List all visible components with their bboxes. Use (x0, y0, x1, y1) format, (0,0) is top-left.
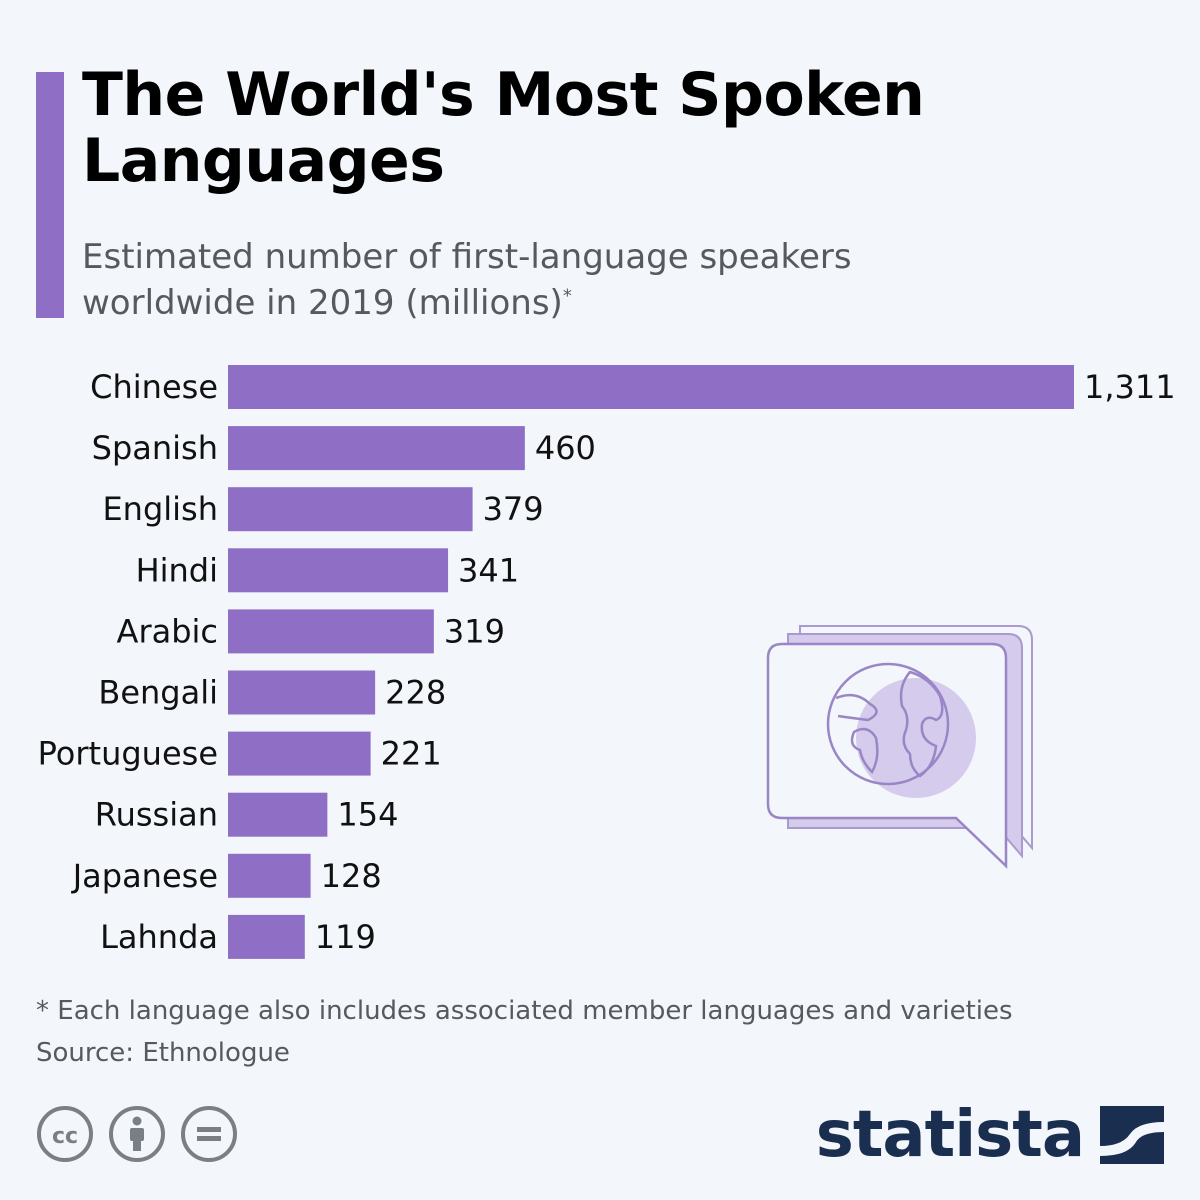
value-label: 319 (444, 612, 505, 650)
value-label: 460 (535, 429, 596, 467)
value-label: 154 (337, 796, 398, 834)
value-label: 1,311 (1084, 368, 1176, 406)
category-label: Lahnda (100, 918, 218, 956)
category-label: Spanish (92, 429, 218, 467)
footnote: * Each language also includes associated… (36, 990, 1013, 1074)
footnote-note: * Each language also includes associated… (36, 996, 1013, 1026)
bar (228, 731, 371, 776)
bar (228, 914, 305, 959)
subtitle-asterisk: * (562, 285, 572, 307)
statista-logo-icon (1100, 1106, 1164, 1164)
value-label: 221 (381, 735, 442, 773)
footnote-source: Source: Ethnologue (36, 1038, 290, 1068)
value-label: 341 (458, 551, 519, 589)
value-label: 228 (385, 674, 446, 712)
bar (228, 487, 473, 532)
bar (228, 548, 449, 593)
license-icons: cc (36, 1105, 238, 1163)
category-label: Russian (95, 796, 218, 834)
brand-name: statista (815, 1098, 1085, 1172)
no-derivatives-icon[interactable] (180, 1105, 238, 1163)
bar-chart: Chinese 1,311 Spanish 460 English 379 Hindi 341… (38, 365, 1176, 959)
bar (228, 426, 525, 471)
speech-bubble-globe-icon (766, 625, 1033, 869)
svg-text:cc: cc (52, 1124, 78, 1149)
attribution-icon[interactable] (108, 1105, 166, 1163)
bar (228, 853, 311, 898)
title-accent-bar (36, 72, 64, 318)
bar (228, 365, 1074, 409)
category-label: Chinese (90, 368, 218, 406)
chart-subtitle: Estimated number of first-language speak… (82, 234, 962, 326)
chart-title: The World's Most Spoken Languages (82, 60, 925, 196)
category-label: Portuguese (38, 735, 218, 773)
statista-logo[interactable]: statista (816, 1098, 1164, 1172)
cc-icon[interactable]: cc (36, 1105, 94, 1163)
bar (228, 670, 376, 715)
category-label: Arabic (117, 612, 218, 650)
bar (228, 792, 328, 837)
category-label: Japanese (71, 857, 218, 895)
category-label: Hindi (136, 551, 218, 589)
bar (228, 609, 434, 654)
subtitle-text: Estimated number of first-language speak… (82, 237, 852, 323)
category-label: English (102, 490, 218, 528)
category-label: Bengali (98, 674, 218, 712)
value-label: 128 (321, 857, 382, 895)
value-label: 119 (315, 918, 376, 956)
value-label: 379 (483, 490, 544, 528)
